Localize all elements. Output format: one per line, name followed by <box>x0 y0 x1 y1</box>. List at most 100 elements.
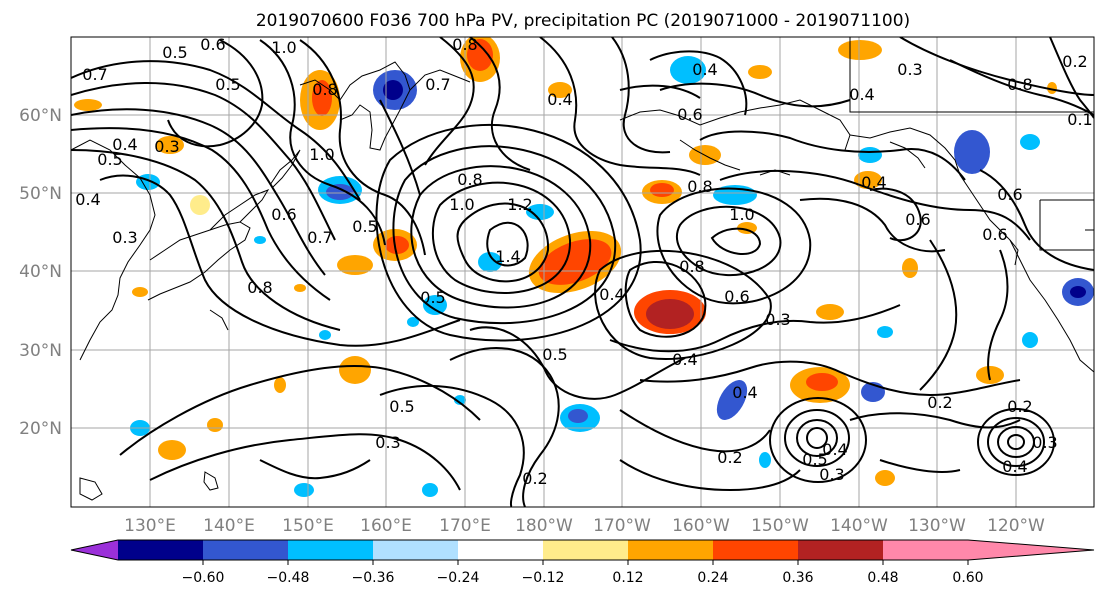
colorbar-tick-label: −0.60 <box>182 570 225 586</box>
contour-label: 0.3 <box>897 60 922 79</box>
map-frame <box>70 36 1095 508</box>
contour-label: 0.6 <box>982 225 1007 244</box>
contour-label: 0.2 <box>522 469 547 488</box>
contour-label: 0.7 <box>82 65 107 84</box>
contour-label: 0.3 <box>154 137 179 156</box>
contour-label: 0.5 <box>97 150 122 169</box>
precip-negative-shading <box>130 56 1094 497</box>
colorbar: −0.60 −0.48 −0.36 −0.24 −0.12 0.12 0.24 … <box>70 539 1095 586</box>
contour-label: 0.4 <box>112 135 137 154</box>
colorbar-segment <box>968 540 1094 560</box>
lon-label: 140°E <box>203 516 255 536</box>
colorbar-tick-label: −0.24 <box>437 570 480 586</box>
contour-label: 1.0 <box>309 145 334 164</box>
colorbar-segment <box>883 540 969 560</box>
contour-label: 0.7 <box>307 228 332 247</box>
contour-label: 0.2 <box>1007 397 1032 416</box>
contour-label: 0.4 <box>599 285 624 304</box>
contour-label: 0.6 <box>677 105 702 124</box>
colorbar-segment <box>458 540 544 560</box>
contour-label: 0.1 <box>1067 110 1092 129</box>
contour-label: 0.2 <box>927 393 952 412</box>
contour-label: 0.3 <box>1032 433 1057 452</box>
contour-label: 0.4 <box>732 383 757 402</box>
colorbar-segment <box>288 540 374 560</box>
contour-label: 0.4 <box>75 190 100 209</box>
colorbar-segment <box>798 540 884 560</box>
plot-title: 2019070600 F036 700 hPa PV, precipitatio… <box>256 11 910 31</box>
colorbar-tick-label: 0.24 <box>697 570 728 586</box>
lat-label: 40°N <box>19 262 62 282</box>
colorbar-segment <box>373 540 459 560</box>
contour-label: 0.5 <box>420 288 445 307</box>
colorbar-segment <box>118 540 204 560</box>
contour-label: 0.8 <box>452 35 477 54</box>
colorbar-tick-label: −0.36 <box>352 570 395 586</box>
contour-label: 0.6 <box>997 185 1022 204</box>
contour-label: 0.4 <box>1002 457 1027 476</box>
lon-label: 130°W <box>908 516 966 536</box>
map-content: 0.5 0.6 1.0 0.7 0.5 0.8 0.8 0.4 0.6 0.3 … <box>71 35 1094 507</box>
colorbar-segment <box>203 540 289 560</box>
colorbar-tick-label: −0.12 <box>522 570 565 586</box>
contour-label: 0.4 <box>822 440 847 459</box>
contour-label: 1.2 <box>507 195 532 214</box>
contour-label: 0.7 <box>425 75 450 94</box>
colorbar-segment <box>713 540 799 560</box>
contour-label: 0.8 <box>679 257 704 276</box>
lat-label: 20°N <box>19 419 62 439</box>
colorbar-segment <box>628 540 714 560</box>
contour-label: 0.4 <box>547 90 572 109</box>
lon-label: 180°W <box>515 516 573 536</box>
lon-label: 130°E <box>124 516 176 536</box>
contour-label: 0.3 <box>112 228 137 247</box>
lat-label: 60°N <box>19 106 62 126</box>
contour-label: 0.3 <box>765 310 790 329</box>
contour-labels: 0.5 0.6 1.0 0.7 0.5 0.8 0.8 0.4 0.6 0.3 … <box>75 35 1092 488</box>
contour-label: 0.5 <box>542 345 567 364</box>
contour-label: 0.6 <box>724 287 749 306</box>
contour-label: 0.5 <box>215 75 240 94</box>
contour-label: 1.0 <box>271 38 296 57</box>
lon-label: 160°W <box>672 516 730 536</box>
contour-label: 0.5 <box>352 217 377 236</box>
contour-label: 0.3 <box>375 433 400 452</box>
pv-contours <box>71 37 1094 507</box>
colorbar-tick-label: 0.12 <box>612 570 643 586</box>
lat-label: 30°N <box>19 341 62 361</box>
lon-label: 150°E <box>282 516 334 536</box>
lon-label: 120°W <box>987 516 1045 536</box>
contour-label: 0.2 <box>717 448 742 467</box>
colorbar-tick-label: 0.60 <box>952 570 983 586</box>
longitude-labels: 130°E 140°E 150°E 160°E 170°E 180°W 170°… <box>124 516 1045 536</box>
lon-label: 150°W <box>751 516 809 536</box>
contour-label: 0.3 <box>819 465 844 484</box>
contour-label: 0.5 <box>389 397 414 416</box>
contour-label: 0.8 <box>312 80 337 99</box>
contour-label: 0.6 <box>905 210 930 229</box>
colorbar-ticks <box>202 560 969 565</box>
contour-label: 0.4 <box>692 60 717 79</box>
contour-label: 1.0 <box>449 195 474 214</box>
colorbar-segment <box>71 540 118 560</box>
contour-label: 0.2 <box>1062 52 1087 71</box>
lat-label: 50°N <box>19 184 62 204</box>
lon-label: 170°W <box>593 516 651 536</box>
contour-label: 1.0 <box>729 205 754 224</box>
colorbar-tick-label: −0.48 <box>267 570 310 586</box>
contour-label: 0.8 <box>457 170 482 189</box>
colorbar-tick-label: 0.36 <box>782 570 813 586</box>
colorbar-tick-label: 0.48 <box>867 570 898 586</box>
contour-label: 0.4 <box>849 85 874 104</box>
contour-label: 0.6 <box>271 205 296 224</box>
contour-label: 0.5 <box>162 43 187 62</box>
colorbar-segment <box>543 540 629 560</box>
contour-label: 0.8 <box>247 278 272 297</box>
lon-label: 140°W <box>830 516 888 536</box>
contour-label: 0.4 <box>672 350 697 369</box>
latitude-labels: 60°N 50°N 40°N 30°N 20°N <box>19 106 62 439</box>
contour-label: 1.4 <box>495 247 520 266</box>
coastlines <box>71 37 1094 501</box>
contour-label: 0.4 <box>861 173 886 192</box>
